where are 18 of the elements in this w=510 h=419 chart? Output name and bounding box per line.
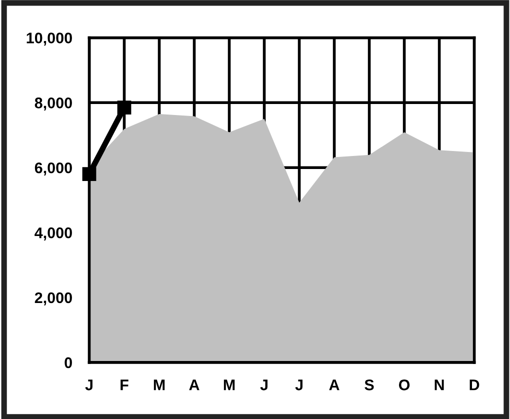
x-tick-label: J — [260, 380, 268, 390]
y-tick-label: 8,000 — [34, 98, 72, 111]
y-tick-label: 4,000 — [34, 227, 72, 240]
x-tick-label: A — [189, 380, 200, 390]
x-tick-label: J — [85, 380, 92, 390]
x-tick-label: S — [364, 380, 374, 390]
x-tick-label: O — [398, 380, 410, 390]
x-tick-label: F — [120, 380, 128, 390]
x-tick-label: M — [154, 380, 165, 390]
x-tick-label: J — [295, 380, 302, 390]
x-tick-label: M — [224, 380, 235, 390]
y-tick-label: 10,000 — [26, 32, 72, 46]
x-tick-label: N — [434, 380, 444, 390]
y-tick-label: 0 — [64, 357, 72, 368]
x-tick-label: A — [329, 380, 340, 390]
y-tick-label: 6,000 — [34, 162, 72, 176]
x-tick-label: D — [470, 380, 480, 390]
y-tick-label: 2,000 — [34, 292, 72, 306]
